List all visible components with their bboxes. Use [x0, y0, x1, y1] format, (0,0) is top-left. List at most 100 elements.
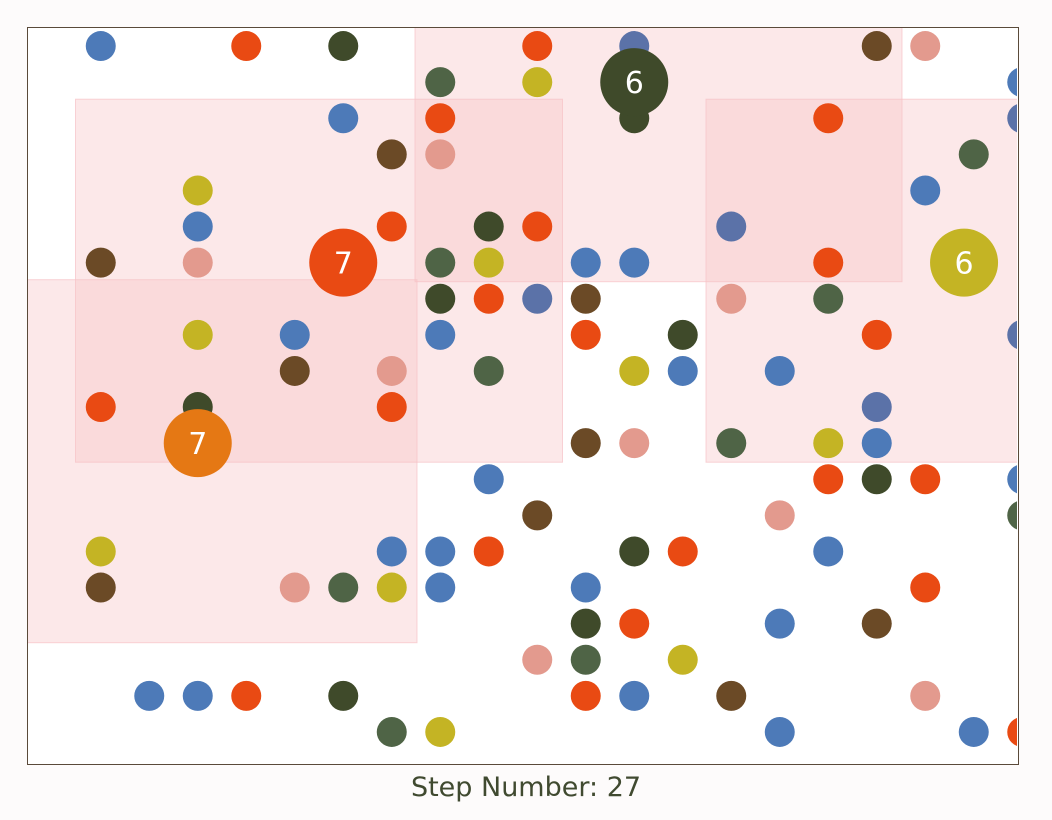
token-orange — [522, 211, 553, 242]
agent-darkgreen — [600, 48, 669, 117]
token-blue — [619, 680, 650, 711]
token-orange — [813, 247, 844, 278]
token-orange — [376, 211, 407, 242]
token-brown — [85, 572, 116, 603]
token-blue — [182, 211, 213, 242]
token-pink — [764, 500, 795, 531]
token-orange — [861, 319, 892, 350]
token-yellow — [813, 428, 844, 459]
token-yellow — [182, 175, 213, 206]
token-darkgreen — [861, 464, 892, 495]
token-yellow — [522, 67, 553, 98]
token-mossgreen — [716, 428, 747, 459]
token-blue — [425, 536, 456, 567]
agents-layer: 6 6 7 7 — [163, 48, 999, 478]
token-blue — [1007, 465, 1017, 494]
token-brown — [716, 680, 747, 711]
token-mossgreen — [813, 283, 844, 314]
agent-yellow — [930, 228, 999, 297]
token-brown — [570, 428, 601, 459]
token-yellow — [667, 644, 698, 675]
agent-label: 7 — [188, 427, 207, 462]
token-yellow — [425, 716, 456, 747]
dots-layer — [85, 31, 1017, 747]
token-blue — [667, 355, 698, 386]
token-mossgreen — [1007, 501, 1017, 530]
agent-label: 6 — [955, 247, 974, 282]
token-blue — [958, 716, 989, 747]
token-yellow — [376, 572, 407, 603]
token-darkgreen — [667, 319, 698, 350]
token-mossgreen — [328, 572, 359, 603]
token-blue — [570, 572, 601, 603]
token-brown — [861, 31, 892, 62]
token-blue — [279, 319, 310, 350]
token-orange — [813, 103, 844, 134]
token-brown — [570, 283, 601, 314]
token-blue — [861, 428, 892, 459]
token-pink — [910, 31, 941, 62]
token-pink — [910, 680, 941, 711]
token-pink — [279, 572, 310, 603]
token-blue — [813, 536, 844, 567]
token-blue — [764, 608, 795, 639]
token-orange — [910, 572, 941, 603]
token-slate — [1007, 104, 1017, 133]
token-brown — [376, 139, 407, 170]
token-mossgreen — [958, 139, 989, 170]
token-orange — [376, 392, 407, 423]
board-canvas: 6 6 7 7 — [28, 28, 1017, 747]
step-caption: Step Number: 27 — [0, 772, 1052, 803]
token-blue — [182, 680, 213, 711]
token-yellow — [473, 247, 504, 278]
token-mossgreen — [376, 716, 407, 747]
token-darkgreen — [328, 680, 359, 711]
token-orange — [910, 464, 941, 495]
agent-orange — [309, 228, 378, 297]
agent-amber — [163, 409, 232, 478]
token-darkgreen — [425, 283, 456, 314]
token-yellow — [182, 319, 213, 350]
token-pink — [619, 428, 650, 459]
token-blue — [910, 175, 941, 206]
token-darkgreen — [570, 608, 601, 639]
game-board: 6 6 7 7 — [27, 27, 1019, 765]
token-orange — [85, 392, 116, 423]
token-blue — [376, 536, 407, 567]
token-brown — [861, 608, 892, 639]
token-slate — [522, 283, 553, 314]
token-orange — [619, 608, 650, 639]
token-pink — [522, 644, 553, 675]
token-orange — [425, 103, 456, 134]
token-mossgreen — [425, 247, 456, 278]
token-orange — [231, 680, 262, 711]
token-brown — [85, 247, 116, 278]
token-orange — [1007, 717, 1017, 746]
token-blue — [619, 247, 650, 278]
token-brown — [522, 500, 553, 531]
token-darkgreen — [473, 211, 504, 242]
token-mossgreen — [570, 644, 601, 675]
token-brown — [279, 355, 310, 386]
token-blue — [570, 247, 601, 278]
token-orange — [231, 31, 262, 62]
step-value: 27 — [606, 772, 642, 803]
token-orange — [570, 319, 601, 350]
token-pink — [716, 283, 747, 314]
token-blue — [85, 31, 116, 62]
token-pink — [376, 355, 407, 386]
token-yellow — [85, 536, 116, 567]
token-mossgreen — [473, 355, 504, 386]
token-blue — [425, 572, 456, 603]
token-darkgreen — [619, 536, 650, 567]
token-blue — [134, 680, 165, 711]
token-blue — [1007, 68, 1017, 97]
token-orange — [473, 536, 504, 567]
token-slate — [716, 211, 747, 242]
token-orange — [667, 536, 698, 567]
agent-label: 6 — [625, 66, 644, 101]
step-label: Step Number: — [410, 772, 599, 803]
token-slate — [1007, 320, 1017, 349]
token-orange — [522, 31, 553, 62]
token-blue — [425, 319, 456, 350]
